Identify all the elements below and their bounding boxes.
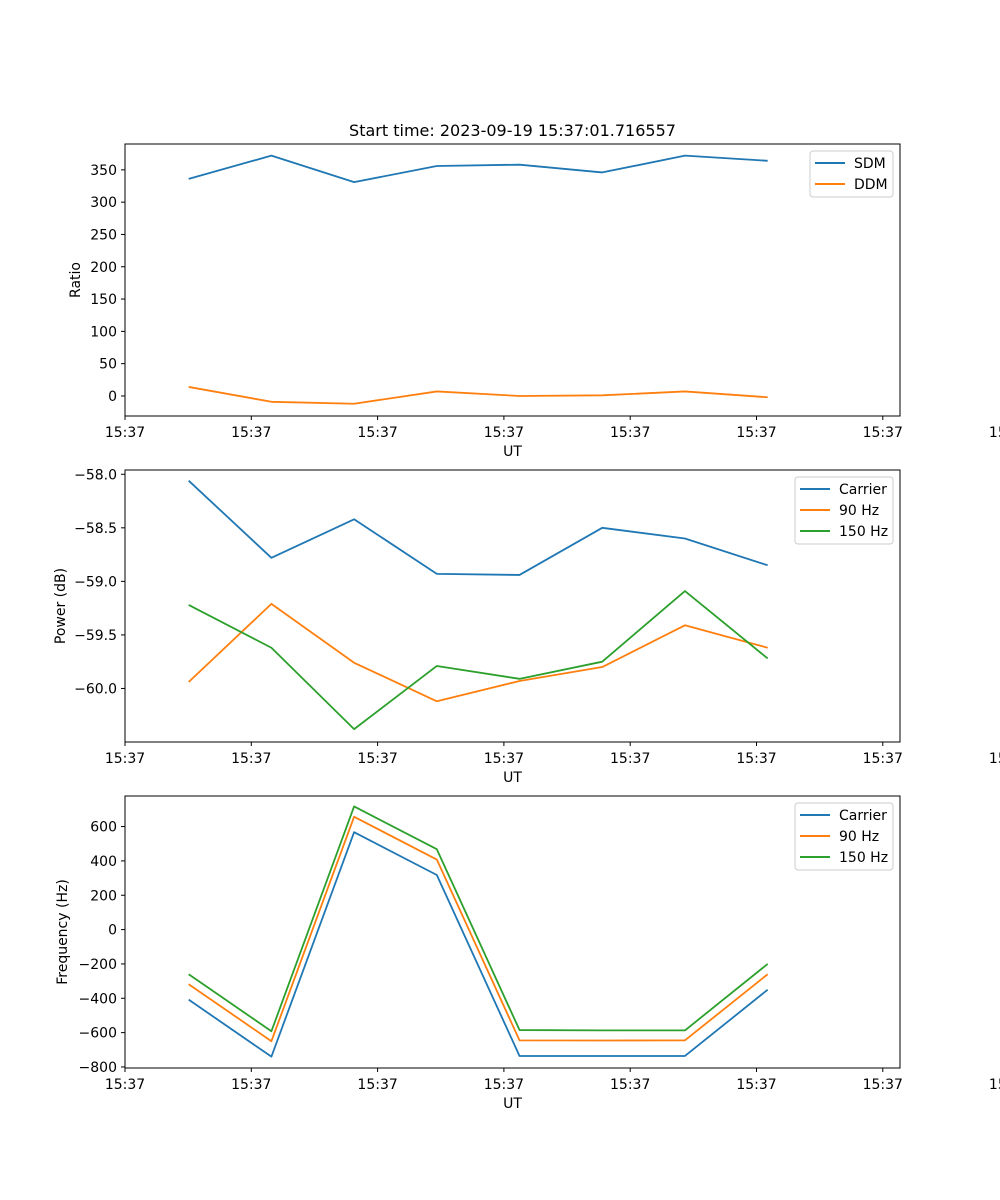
y-ticks: −800 −600 −400 −200 0 200 400 600 bbox=[79, 820, 125, 1076]
y-axis-label: Power (dB) bbox=[53, 568, 69, 644]
y-tick-label: 150 bbox=[90, 292, 117, 308]
x-tick-label: 15:37 bbox=[610, 425, 650, 441]
y-tick-label: 200 bbox=[90, 260, 117, 276]
legend-frame bbox=[794, 476, 894, 545]
axes-border bbox=[124, 143, 901, 417]
y-ticks: 0 50 100 150 200 250 300 350 bbox=[90, 163, 125, 405]
axes-frame bbox=[124, 143, 901, 417]
x-tick-label: 15:37 bbox=[736, 1077, 776, 1093]
axes-frame bbox=[124, 469, 901, 743]
x-tick-label: 15:37 bbox=[484, 1077, 524, 1093]
x-tick-label: 15:37 bbox=[357, 751, 397, 767]
legend-label-150hz: 150 Hz bbox=[839, 524, 888, 540]
x-tick-label: 15:37 bbox=[231, 1077, 271, 1093]
series-line-150-hz bbox=[188, 590, 769, 731]
series-lines bbox=[188, 154, 768, 405]
y-ticks: −60.0 −59.5 −59.0 −58.5 −58.0 bbox=[74, 467, 125, 697]
series-lines bbox=[188, 805, 769, 1058]
x-ticks: 15:37 15:37 15:37 15:37 15:37 15:37 15:37 15:38 bbox=[105, 742, 1000, 767]
chart-title: Start time: 2023-09-19 15:37:01.716557 bbox=[349, 121, 676, 140]
y-tick-label: −59.0 bbox=[74, 574, 117, 590]
x-tick-label: 15:37 bbox=[231, 751, 271, 767]
x-tick-label: 15:37 bbox=[863, 751, 903, 767]
x-tick-label: 15:37 bbox=[357, 1077, 397, 1093]
legend: Carrier 90 Hz 150 Hz bbox=[794, 802, 894, 871]
y-tick-label: −200 bbox=[79, 957, 117, 973]
series-line-150-hz bbox=[188, 805, 769, 1033]
x-ticks: 15:37 15:37 15:37 15:37 15:37 15:37 15:37 15:38 bbox=[105, 1068, 1000, 1093]
series-line-90-hz bbox=[188, 602, 768, 703]
legend-label-ddm: DDM bbox=[854, 177, 888, 193]
series-line-90-hz bbox=[188, 815, 769, 1043]
x-tick-label: 15:37 bbox=[484, 751, 524, 767]
y-tick-label: −58.0 bbox=[74, 467, 117, 483]
y-tick-label: −400 bbox=[79, 991, 117, 1007]
y-tick-label: −800 bbox=[79, 1060, 117, 1076]
x-tick-label: 15:37 bbox=[863, 425, 903, 441]
y-tick-label: 300 bbox=[90, 195, 117, 211]
x-tick-label: 15:38 bbox=[989, 1077, 1000, 1093]
x-tick-label: 15:38 bbox=[989, 751, 1000, 767]
axes-border bbox=[124, 795, 901, 1069]
y-tick-label: 200 bbox=[90, 888, 117, 904]
legend-label-90hz: 90 Hz bbox=[839, 503, 879, 519]
legend-label-sdm: SDM bbox=[854, 156, 886, 172]
x-tick-label: 15:37 bbox=[736, 425, 776, 441]
x-tick-label: 15:37 bbox=[610, 751, 650, 767]
panel-ratio: Start time: 2023-09-19 15:37:01.716557 1… bbox=[68, 121, 1000, 460]
series-line-ddm bbox=[188, 386, 768, 405]
legend-label-150hz: 150 Hz bbox=[839, 850, 888, 866]
y-tick-label: −600 bbox=[79, 1026, 117, 1042]
x-tick-label: 15:37 bbox=[610, 1077, 650, 1093]
panel-frequency: 15:37 15:37 15:37 15:37 15:37 15:37 15:37 15:38… bbox=[55, 795, 1000, 1112]
legend-label-90hz: 90 Hz bbox=[839, 829, 879, 845]
y-tick-label: −58.5 bbox=[74, 521, 117, 537]
y-tick-label: 400 bbox=[90, 854, 117, 870]
legend: SDM DDM bbox=[809, 150, 894, 198]
x-axis-label: UT bbox=[503, 1096, 522, 1112]
panel-power: 15:37 15:37 15:37 15:37 15:37 15:37 15:37 15:38… bbox=[53, 467, 1000, 786]
x-tick-label: 15:37 bbox=[863, 1077, 903, 1093]
legend-frame bbox=[794, 802, 894, 871]
y-tick-label: −59.5 bbox=[74, 628, 117, 644]
x-tick-label: 15:38 bbox=[989, 425, 1000, 441]
y-axis-label: Frequency (Hz) bbox=[55, 879, 71, 985]
x-axis-label: UT bbox=[503, 444, 522, 460]
x-tick-label: 15:37 bbox=[484, 425, 524, 441]
y-tick-label: 250 bbox=[90, 227, 117, 243]
y-tick-label: −60.0 bbox=[74, 681, 117, 697]
x-tick-label: 15:37 bbox=[105, 425, 145, 441]
y-tick-label: 50 bbox=[99, 357, 117, 373]
series-line-carrier bbox=[188, 831, 769, 1058]
x-ticks: 15:37 15:37 15:37 15:37 15:37 15:37 15:37 15:38 bbox=[105, 416, 1000, 441]
y-tick-label: 600 bbox=[90, 820, 117, 836]
y-tick-label: 0 bbox=[108, 389, 117, 405]
y-axis-label: Ratio bbox=[68, 262, 84, 298]
y-tick-label: 0 bbox=[108, 923, 117, 939]
x-tick-label: 15:37 bbox=[105, 751, 145, 767]
y-tick-label: 350 bbox=[90, 163, 117, 179]
legend-label-carrier: Carrier bbox=[839, 808, 887, 824]
series-line-carrier bbox=[188, 480, 768, 576]
x-tick-label: 15:37 bbox=[357, 425, 397, 441]
axes-border bbox=[124, 469, 901, 743]
axes-frame bbox=[124, 795, 901, 1069]
legend-label-carrier: Carrier bbox=[839, 482, 887, 498]
series-lines bbox=[188, 480, 769, 731]
x-tick-label: 15:37 bbox=[736, 751, 776, 767]
x-tick-label: 15:37 bbox=[231, 425, 271, 441]
x-tick-label: 15:37 bbox=[105, 1077, 145, 1093]
x-axis-label: UT bbox=[503, 770, 522, 786]
legend: Carrier 90 Hz 150 Hz bbox=[794, 476, 894, 545]
series-line-sdm bbox=[188, 154, 768, 184]
y-tick-label: 100 bbox=[90, 324, 117, 340]
